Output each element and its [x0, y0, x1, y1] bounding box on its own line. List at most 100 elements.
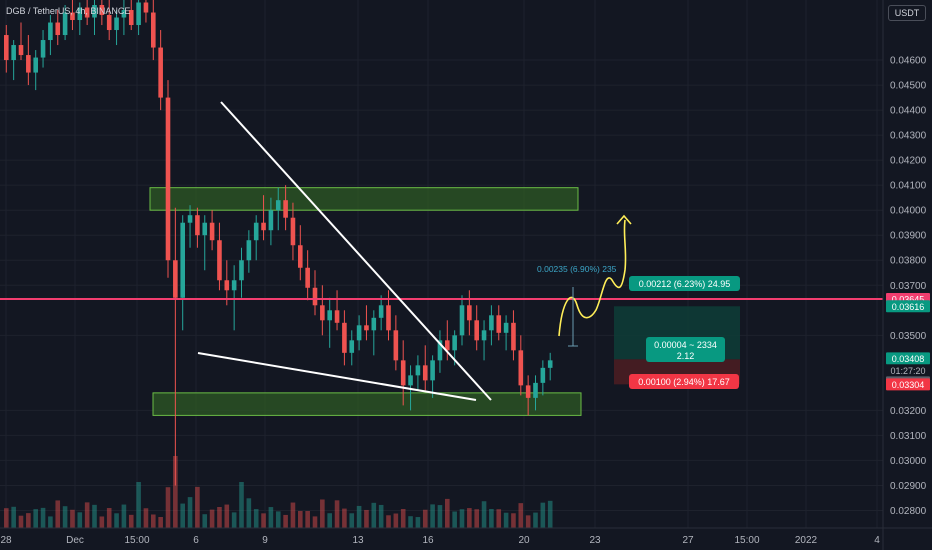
candle-body	[525, 385, 531, 398]
volume-bar	[415, 517, 421, 528]
volume-bar	[518, 503, 524, 528]
candle-body	[400, 360, 406, 386]
volume-bar	[364, 509, 369, 528]
price-badge-stop: 0.03304	[886, 378, 930, 391]
volume-bar	[496, 509, 502, 528]
volume-bar	[239, 482, 244, 528]
volume-bar	[173, 456, 178, 528]
y-tick-label: 0.03800	[890, 256, 927, 267]
drawings[interactable]: 0.00235 (6.90%) 235	[0, 101, 883, 401]
candle-body	[489, 315, 494, 331]
x-tick-label: 15:00	[124, 535, 149, 546]
candle-body	[437, 340, 443, 361]
volume-bar	[298, 510, 303, 528]
volume-bar	[11, 506, 16, 528]
candle-body	[114, 17, 119, 31]
target-label: 0.00212 (6.23%) 24.95	[629, 276, 740, 291]
candle-body	[136, 2, 141, 26]
volume-bar	[430, 504, 435, 528]
candle-body	[40, 40, 46, 58]
candle-body	[77, 7, 83, 21]
stop-label-box	[629, 374, 739, 389]
y-tick-label: 0.03900	[890, 231, 927, 242]
candle-body	[143, 2, 149, 13]
support-resistance-zones	[149, 187, 582, 416]
descending-trendline	[220, 101, 492, 401]
price-badges: 0.036450.036160.0340801:27:200.034040.03…	[886, 293, 930, 391]
volume-bar	[342, 508, 347, 528]
volume-bar	[33, 509, 38, 528]
price-badge-last-price: 0.03408	[886, 352, 930, 365]
volume-bar	[283, 514, 288, 528]
y-tick-label: 0.03700	[890, 281, 927, 292]
volume-bar	[143, 508, 149, 528]
time-axis[interactable]: 28 Dec 15:00 6 9 13 16 20 23 27 15:00 2022 4	[0, 527, 932, 546]
x-tick-label: 23	[589, 535, 601, 546]
candle-body	[11, 45, 16, 61]
y-tick-label: 0.03500	[890, 331, 927, 342]
volume-bar	[26, 513, 31, 528]
candle-body	[195, 215, 200, 236]
currency-badge[interactable]: USDT	[888, 5, 926, 21]
volume-bar	[77, 512, 83, 528]
candle-body	[165, 97, 171, 261]
volume-bar	[400, 508, 406, 528]
candle-body	[430, 360, 435, 381]
candle-body	[393, 330, 399, 361]
volume-bar	[4, 508, 9, 528]
x-tick-label: 15:00	[734, 535, 759, 546]
price-badge-bg	[886, 364, 930, 377]
volume-bar	[224, 504, 230, 528]
candle-body	[62, 12, 68, 36]
candle-body	[128, 10, 134, 26]
price-badge-bg	[886, 300, 930, 313]
candlesticks	[4, 0, 553, 486]
position-tool[interactable]: 0.00212 (6.23%) 24.950.00004 ~ 23342.120…	[614, 276, 740, 389]
candle-body	[459, 305, 465, 336]
volume-bar	[217, 506, 222, 528]
volume-bar	[408, 516, 413, 528]
x-tick-label: 2022	[795, 535, 818, 546]
lower-trendline	[197, 352, 477, 401]
price-badge-bg	[886, 352, 930, 365]
volume-bar	[437, 505, 443, 528]
target-label-text: 0.00212 (6.23%) 24.95	[639, 279, 731, 289]
candle-body	[70, 12, 75, 21]
volume-bar	[246, 498, 252, 528]
volume-bar	[268, 507, 274, 528]
volume-bar	[305, 510, 310, 528]
y-tick-label: 0.04200	[890, 156, 927, 167]
candle-body	[55, 22, 61, 36]
y-tick-label: 0.04500	[890, 81, 927, 92]
candle-body	[320, 305, 325, 321]
price-axis[interactable]: 0.04600 0.04500 0.04400 0.04300 0.04200 0.041…	[882, 0, 927, 550]
candle-body	[106, 15, 112, 31]
y-tick-label: 0.04600	[890, 56, 927, 67]
x-tick-label: 4	[874, 535, 880, 546]
volume-bar	[481, 501, 487, 528]
volume-bar	[275, 511, 281, 528]
candle-body	[349, 340, 355, 353]
y-tick-label: 0.02900	[890, 481, 927, 492]
candle-body	[386, 305, 391, 331]
volume-bar	[525, 515, 531, 528]
volume-bar	[202, 514, 208, 528]
volume-bar	[121, 504, 127, 528]
volume-bar	[327, 513, 332, 528]
x-tick-label: Dec	[66, 535, 84, 546]
volume-bar	[62, 506, 68, 528]
volume-bar	[40, 507, 46, 528]
volume-bar	[187, 497, 193, 528]
y-tick-label: 0.04300	[890, 131, 927, 142]
candle-body	[158, 47, 163, 98]
candle-body	[92, 5, 97, 18]
volume-bar	[356, 505, 362, 528]
volume-bar	[231, 512, 237, 528]
volume-bar	[253, 509, 259, 528]
volume-bar	[489, 508, 494, 528]
grid-lines	[0, 0, 883, 528]
x-tick-label: 20	[518, 535, 530, 546]
